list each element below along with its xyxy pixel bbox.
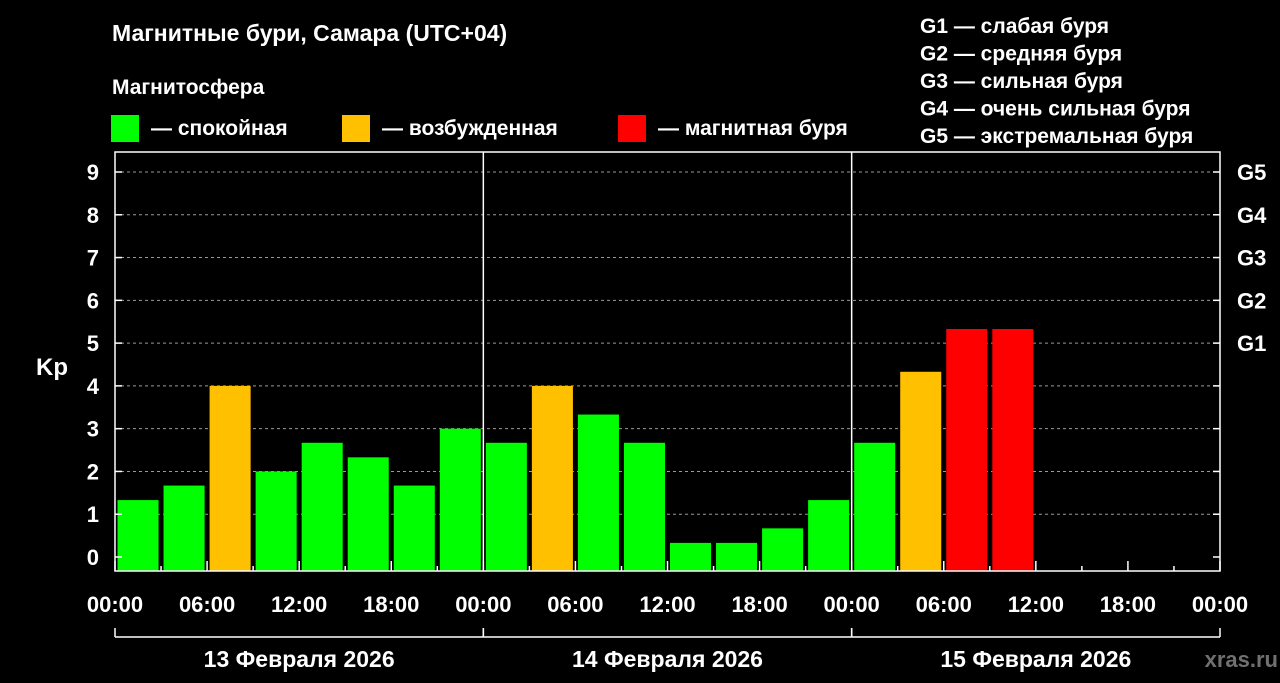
y-tick-label: 7 [87,246,99,271]
legend-swatch-quiet [111,115,139,142]
x-tick-label: 18:00 [363,592,419,617]
grid [115,152,1220,571]
bar [670,542,712,571]
bar [439,428,481,571]
x-tick-label: 00:00 [824,592,880,617]
chart-title: Магнитные бури, Самара (UTC+04) [112,20,507,46]
y-tick-label: 3 [87,417,99,442]
bar [762,528,804,571]
bar [854,442,896,571]
bar [531,385,573,571]
day-label: 15 Февраля 2026 [940,646,1131,672]
x-tick-label: 00:00 [1192,592,1248,617]
watermark: xras.ru [1205,647,1278,672]
y-tick-label: 5 [87,331,99,356]
day-label: 14 Февраля 2026 [572,646,763,672]
y-tick-label: 6 [87,288,99,313]
y-tick-label: 1 [87,502,99,527]
x-tick-label: 18:00 [731,592,787,617]
legend-swatch-storm [618,115,646,142]
y-tick-label: 2 [87,459,99,484]
storm-scale-legend: G1 — слабая буря G2 — средняя буря G3 — си… [920,15,1193,148]
g-scale-label-g2: G2 [1237,288,1266,313]
legend-label-quiet: — спокойная [151,117,288,140]
y-tick-label: 4 [87,374,100,399]
storm-scale-item-2: G2 — средняя буря [920,43,1122,66]
bar [716,542,758,571]
x-tick-label: 18:00 [1100,592,1156,617]
x-tick-label: 12:00 [271,592,327,617]
bar [163,485,205,571]
g-scale-label-g1: G1 [1237,331,1266,356]
legend: — спокойная — возбужденная — магнитная бур… [111,115,848,142]
bar [209,385,251,571]
storm-scale-item-3: G3 — сильная буря [920,70,1123,93]
y-axis-label: Kp [36,354,68,381]
bar [577,414,619,571]
x-tick-label: 00:00 [87,592,143,617]
x-tick-label: 12:00 [1008,592,1064,617]
y-tick-label: 9 [87,160,99,185]
legend-swatch-excited [342,115,370,142]
bar [808,500,850,571]
x-tick-label: 12:00 [639,592,695,617]
bar [347,457,389,571]
x-tick-label: 06:00 [916,592,972,617]
g-scale-label-g3: G3 [1237,246,1266,271]
storm-scale-item-1: G1 — слабая буря [920,15,1109,38]
bar [485,442,527,571]
storm-scale-item-4: G4 — очень сильная буря [920,98,1190,121]
day-label: 13 Февраля 2026 [204,646,395,672]
axes: 0 1 2 3 4 5 6 7 8 9 G1 G2 G3 G4 G5 00:00 06:00 12:00 18:00… [87,151,1267,672]
storm-scale-item-5: G5 — экстремальная буря [920,125,1193,148]
y-tick-label: 0 [87,545,99,570]
x-tick-label: 06:00 [179,592,235,617]
bar [301,442,343,571]
g-scale-label-g5: G5 [1237,160,1266,185]
bars [117,328,1034,571]
bar [900,371,942,571]
x-tick-label: 06:00 [547,592,603,617]
legend-title: Магнитосфера [112,76,265,99]
bar [992,328,1034,571]
y-tick-label: 8 [87,203,99,228]
g-scale-label-g4: G4 [1237,203,1267,228]
bar [117,500,159,571]
bar [393,485,435,571]
x-tick-label: 00:00 [455,592,511,617]
bar [623,442,665,571]
bar [255,471,297,571]
bar [946,328,988,571]
legend-label-storm: — магнитная буря [658,117,848,140]
legend-label-excited: — возбужденная [382,117,558,140]
